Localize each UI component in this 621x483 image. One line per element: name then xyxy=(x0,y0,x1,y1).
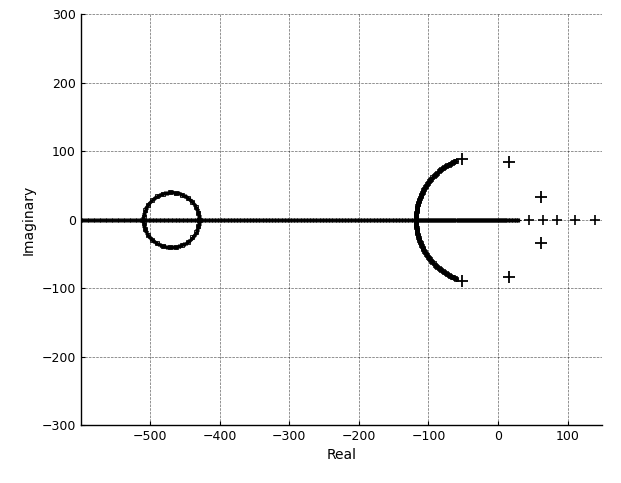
Y-axis label: Imaginary: Imaginary xyxy=(22,185,36,255)
X-axis label: Real: Real xyxy=(327,448,356,462)
